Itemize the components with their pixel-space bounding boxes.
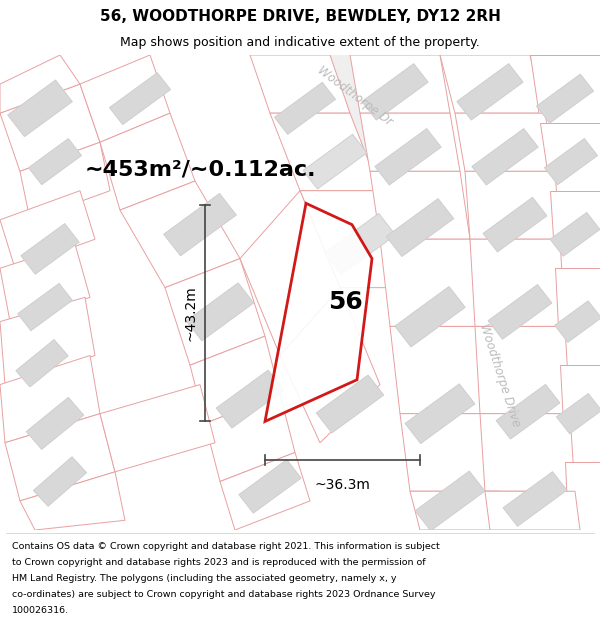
Text: ~453m²/~0.112ac.: ~453m²/~0.112ac. — [84, 159, 316, 179]
Polygon shape — [380, 239, 480, 326]
Polygon shape — [480, 414, 575, 491]
Polygon shape — [457, 64, 523, 120]
Polygon shape — [395, 286, 465, 347]
Polygon shape — [21, 224, 79, 274]
Polygon shape — [300, 191, 420, 288]
Polygon shape — [250, 55, 430, 249]
Polygon shape — [0, 191, 95, 268]
Polygon shape — [303, 134, 367, 189]
Text: ~36.3m: ~36.3m — [314, 478, 370, 492]
Text: 100026316.: 100026316. — [12, 606, 69, 615]
Polygon shape — [80, 55, 170, 142]
Polygon shape — [8, 80, 73, 137]
Text: HM Land Registry. The polygons (including the associated geometry, namely x, y: HM Land Registry. The polygons (includin… — [12, 574, 397, 583]
Polygon shape — [560, 365, 600, 462]
Polygon shape — [496, 384, 560, 439]
Polygon shape — [316, 375, 384, 433]
Polygon shape — [362, 64, 428, 120]
Polygon shape — [540, 123, 600, 191]
Polygon shape — [220, 452, 310, 530]
Polygon shape — [34, 457, 86, 506]
Text: Woodthorpe Dr: Woodthorpe Dr — [315, 63, 395, 128]
Polygon shape — [239, 459, 301, 513]
Polygon shape — [164, 193, 236, 256]
Polygon shape — [370, 171, 470, 239]
Polygon shape — [565, 462, 600, 530]
Polygon shape — [16, 339, 68, 387]
Polygon shape — [186, 283, 254, 341]
Polygon shape — [440, 55, 545, 113]
Polygon shape — [390, 326, 490, 414]
Polygon shape — [0, 244, 90, 322]
Polygon shape — [165, 259, 265, 365]
Polygon shape — [280, 288, 380, 442]
Polygon shape — [0, 55, 80, 113]
Polygon shape — [20, 472, 125, 530]
Polygon shape — [120, 181, 240, 288]
Text: 56, WOODTHORPE DRIVE, BEWDLEY, DY12 2RH: 56, WOODTHORPE DRIVE, BEWDLEY, DY12 2RH — [100, 9, 500, 24]
Polygon shape — [26, 398, 84, 449]
Polygon shape — [360, 113, 460, 171]
Polygon shape — [0, 298, 95, 384]
Polygon shape — [28, 139, 82, 185]
Polygon shape — [350, 55, 450, 113]
Polygon shape — [20, 142, 110, 220]
Polygon shape — [485, 491, 580, 530]
Polygon shape — [100, 384, 215, 472]
Text: 56: 56 — [328, 291, 363, 314]
Polygon shape — [240, 191, 340, 356]
Polygon shape — [5, 414, 115, 501]
Polygon shape — [0, 356, 100, 442]
Polygon shape — [109, 72, 170, 124]
Polygon shape — [265, 203, 372, 421]
Polygon shape — [274, 82, 335, 134]
Polygon shape — [410, 491, 510, 530]
Polygon shape — [544, 139, 598, 185]
Polygon shape — [465, 171, 560, 239]
Polygon shape — [430, 249, 580, 530]
Polygon shape — [488, 284, 552, 339]
Polygon shape — [550, 213, 600, 256]
Polygon shape — [216, 370, 284, 428]
Polygon shape — [100, 113, 195, 210]
Polygon shape — [375, 129, 441, 185]
Text: Woodthorpe Drive: Woodthorpe Drive — [477, 322, 523, 428]
Polygon shape — [400, 414, 500, 491]
Polygon shape — [250, 55, 350, 113]
Polygon shape — [205, 394, 295, 481]
Text: to Crown copyright and database rights 2023 and is reproduced with the permissio: to Crown copyright and database rights 2… — [12, 558, 425, 568]
Polygon shape — [483, 198, 547, 252]
Polygon shape — [405, 384, 475, 444]
Polygon shape — [386, 199, 454, 257]
Polygon shape — [475, 326, 570, 414]
Polygon shape — [550, 191, 600, 268]
Polygon shape — [503, 472, 567, 526]
Polygon shape — [536, 74, 593, 123]
Polygon shape — [325, 213, 395, 275]
Polygon shape — [555, 268, 600, 365]
Polygon shape — [530, 55, 600, 123]
Polygon shape — [0, 84, 100, 171]
Polygon shape — [470, 239, 565, 326]
Polygon shape — [556, 394, 600, 434]
Text: ~43.2m: ~43.2m — [184, 286, 198, 341]
Text: Contains OS data © Crown copyright and database right 2021. This information is : Contains OS data © Crown copyright and d… — [12, 542, 440, 551]
Polygon shape — [554, 301, 600, 343]
Polygon shape — [415, 471, 485, 531]
Polygon shape — [17, 283, 73, 331]
Text: co-ordinates) are subject to Crown copyright and database rights 2023 Ordnance S: co-ordinates) are subject to Crown copyr… — [12, 590, 436, 599]
Polygon shape — [472, 129, 538, 185]
Polygon shape — [455, 113, 555, 171]
Polygon shape — [190, 336, 280, 423]
Polygon shape — [270, 113, 380, 191]
Text: Map shows position and indicative extent of the property.: Map shows position and indicative extent… — [120, 36, 480, 49]
